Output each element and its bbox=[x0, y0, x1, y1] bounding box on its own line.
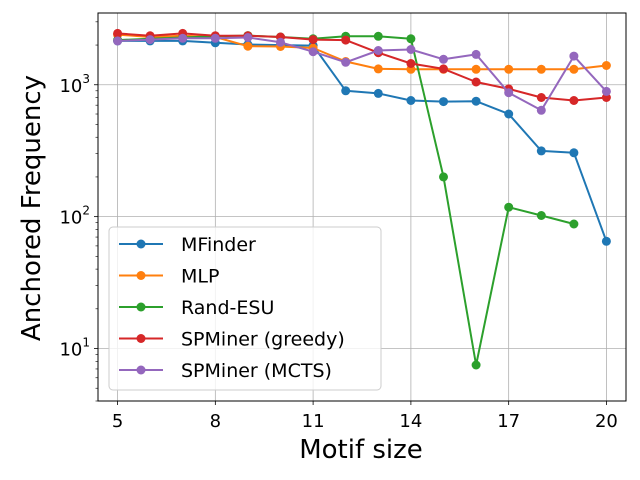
series-line bbox=[117, 33, 607, 71]
data-point bbox=[373, 46, 383, 55]
data-point bbox=[210, 33, 220, 43]
data-point bbox=[341, 86, 351, 96]
data-point bbox=[536, 211, 546, 220]
data-point bbox=[504, 202, 514, 212]
data-point bbox=[373, 31, 383, 41]
data-point bbox=[471, 360, 481, 370]
data-point bbox=[308, 47, 318, 57]
data-point bbox=[439, 172, 448, 182]
data-point bbox=[569, 148, 579, 158]
data-point bbox=[601, 236, 611, 246]
data-point bbox=[601, 86, 611, 96]
data-point bbox=[113, 28, 123, 38]
legend-label: SPMiner (greedy) bbox=[181, 329, 345, 351]
data-point bbox=[406, 96, 416, 105]
data-point bbox=[569, 51, 579, 61]
data-point bbox=[178, 33, 188, 43]
legend-box bbox=[108, 226, 382, 391]
data-point bbox=[373, 64, 383, 74]
data-point bbox=[471, 96, 481, 106]
data-point bbox=[439, 97, 448, 107]
y-tick-label: 102 bbox=[59, 204, 90, 229]
x-tick-label: 5 bbox=[112, 411, 123, 432]
x-axis: 5 8 11 14 17 20 bbox=[112, 401, 618, 432]
series-spminer-mcts bbox=[113, 33, 611, 115]
data-point bbox=[406, 59, 416, 68]
data-point bbox=[373, 88, 383, 98]
y-tick-label-base: 10 bbox=[59, 76, 82, 97]
data-point bbox=[569, 96, 579, 105]
data-point bbox=[439, 54, 448, 64]
x-tick-label: 20 bbox=[595, 411, 618, 432]
data-point bbox=[504, 64, 514, 74]
y-tick-label-base: 10 bbox=[59, 340, 82, 361]
data-point bbox=[341, 35, 351, 45]
data-point bbox=[471, 49, 481, 59]
x-tick-label: 14 bbox=[399, 411, 422, 432]
data-point bbox=[504, 88, 514, 98]
data-point bbox=[536, 146, 546, 156]
data-point bbox=[601, 61, 611, 70]
y-tick-label-exponent: 2 bbox=[82, 204, 90, 218]
legend: MFinder MLP Rand-ESU SPMiner (greedy) SPMine… bbox=[108, 226, 382, 391]
series-spminer-greedy bbox=[113, 28, 611, 105]
data-point bbox=[308, 35, 318, 45]
data-point bbox=[569, 64, 579, 74]
data-point bbox=[536, 64, 546, 74]
data-point bbox=[276, 37, 285, 47]
series-line bbox=[117, 39, 608, 242]
legend-label: MFinder bbox=[181, 234, 256, 256]
data-point bbox=[406, 34, 416, 44]
y-tick-label-exponent: 1 bbox=[82, 336, 90, 350]
y-tick-label: 103 bbox=[59, 72, 90, 97]
data-point bbox=[243, 33, 253, 42]
legend-marker bbox=[136, 271, 146, 280]
x-tick-label: 11 bbox=[302, 411, 325, 432]
plot-frame bbox=[97, 12, 627, 402]
data-point bbox=[504, 109, 514, 119]
x-tick-label: 8 bbox=[210, 411, 221, 432]
data-point bbox=[243, 41, 253, 51]
data-point bbox=[569, 219, 579, 229]
y-axis-label: Anchored Frequency bbox=[17, 75, 47, 341]
data-point bbox=[471, 77, 481, 87]
data-point bbox=[471, 64, 481, 74]
legend-label: MLP bbox=[181, 266, 219, 288]
data-point bbox=[536, 105, 546, 115]
legend-marker bbox=[136, 302, 146, 312]
data-point bbox=[113, 36, 123, 46]
legend-marker bbox=[136, 239, 146, 249]
legend-marker bbox=[136, 334, 146, 343]
series-line bbox=[117, 36, 608, 112]
data-point bbox=[536, 93, 546, 102]
x-axis-label: Motif size bbox=[299, 435, 423, 465]
series-line bbox=[117, 32, 607, 102]
data-point bbox=[145, 35, 155, 45]
legend-label: Rand-ESU bbox=[181, 297, 274, 319]
legend-marker bbox=[136, 365, 146, 375]
y-tick-label: 101 bbox=[59, 336, 90, 361]
x-tick-label: 17 bbox=[497, 411, 520, 432]
y-tick-label-exponent: 3 bbox=[82, 72, 90, 86]
y-tick-label-base: 10 bbox=[59, 208, 82, 229]
data-point bbox=[439, 64, 448, 74]
series-layer bbox=[113, 28, 611, 370]
legend-label: SPMiner (MCTS) bbox=[181, 360, 332, 382]
data-point bbox=[341, 57, 351, 67]
data-point bbox=[406, 45, 416, 54]
